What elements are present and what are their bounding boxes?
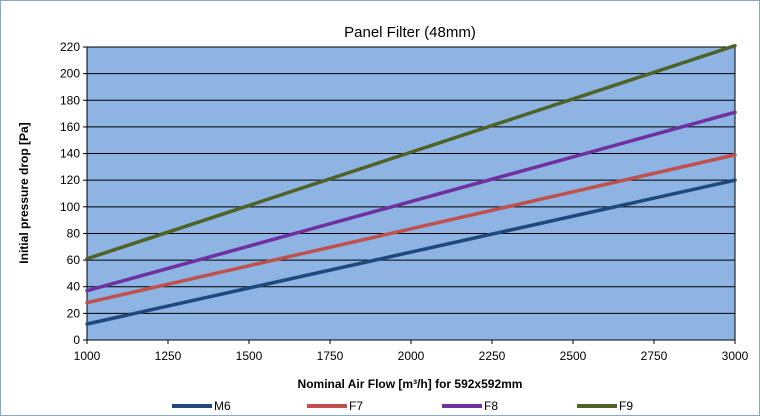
y-tick-label: 120: [60, 173, 80, 187]
x-tick-label: 1000: [74, 349, 101, 363]
series-line-m6: [85, 178, 737, 326]
legend-label-f7: F7: [349, 399, 363, 413]
y-axis-label: Initial pressure drop [Pa]: [17, 122, 31, 263]
legend: M6 F7 F8 F9: [172, 399, 633, 413]
y-tick-label: 0: [73, 333, 80, 347]
series-line-f8: [85, 110, 737, 293]
x-tick-label: 2750: [641, 349, 668, 363]
legend-label-f9: F9: [619, 399, 633, 413]
legend-label-f8: F8: [484, 399, 498, 413]
chart-title: Panel Filter (48mm): [344, 24, 476, 41]
x-tick-label: 3000: [722, 349, 749, 363]
x-tick-label: 2250: [479, 349, 506, 363]
y-tick-label: 200: [60, 67, 80, 81]
y-tick-label: 220: [60, 40, 80, 54]
x-tick-label: 1750: [317, 349, 344, 363]
y-axis-ticks: 0 20 40 60 80 100 120 140 160 180 200 220: [60, 40, 87, 347]
y-tick-label: 160: [60, 120, 80, 134]
y-tick-label: 180: [60, 93, 80, 107]
plot-area: [86, 46, 736, 341]
x-tick-label: 2000: [398, 349, 425, 363]
series-line-f7: [85, 153, 737, 305]
y-tick-label: 100: [60, 200, 80, 214]
y-tick-label: 20: [67, 306, 81, 320]
series-lines: [85, 43, 737, 326]
x-tick-label: 2500: [560, 349, 587, 363]
x-tick-label: 1500: [236, 349, 263, 363]
y-tick-label: 140: [60, 147, 80, 161]
x-axis-ticks: 1000 1250 1500 1750 2000 2250 2500 2750 3000: [74, 340, 749, 363]
y-tick-label: 60: [67, 253, 81, 267]
series-line-f9: [85, 43, 737, 261]
x-tick-label: 1250: [155, 349, 182, 363]
y-tick-label: 80: [67, 226, 81, 240]
legend-label-m6: M6: [214, 399, 231, 413]
x-axis-label: Nominal Air Flow [m³/h] for 592x592mm: [298, 377, 523, 391]
y-tick-label: 40: [67, 280, 81, 294]
